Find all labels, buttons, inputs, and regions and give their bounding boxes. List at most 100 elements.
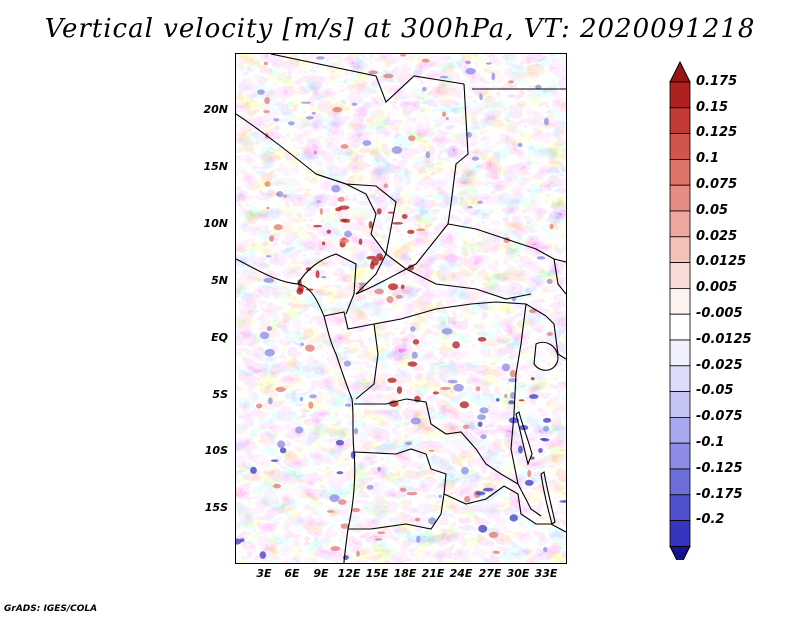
- border-nw: [236, 113, 387, 255]
- field-patch: [264, 348, 275, 357]
- field-patch: [250, 466, 257, 474]
- field-patch: [332, 106, 343, 113]
- field-patch: [480, 434, 487, 440]
- lat-label: 10N: [203, 217, 228, 230]
- lon-label: 3E: [256, 567, 272, 580]
- field-patch: [501, 363, 511, 372]
- lake-malawi: [540, 471, 556, 525]
- field-patch: [421, 86, 427, 92]
- field-patch: [464, 495, 471, 503]
- field-patch: [387, 211, 395, 214]
- field-patch: [405, 441, 413, 446]
- field-patch: [275, 386, 286, 393]
- field-patch: [351, 507, 361, 513]
- colorbar-label: 0.005: [696, 280, 738, 296]
- field-patch: [410, 326, 416, 332]
- field-patch: [305, 116, 314, 120]
- field-patch: [266, 326, 273, 331]
- colorbar-label: -0.005: [696, 306, 743, 321]
- field-patch: [270, 459, 279, 462]
- map-panel: [235, 53, 567, 564]
- field-patch: [492, 550, 500, 554]
- field-patch: [465, 67, 476, 75]
- colorbar-cell: [669, 339, 691, 367]
- colorbar-label: -0.2: [696, 512, 725, 528]
- field-patch: [265, 255, 272, 258]
- field-patches: [236, 54, 566, 561]
- field-patch: [467, 205, 473, 209]
- field-patch: [485, 62, 492, 65]
- border-drc-east: [510, 303, 542, 517]
- field-patch: [236, 538, 242, 545]
- field-patch: [396, 386, 403, 395]
- field-patch: [528, 308, 537, 314]
- field-patch: [530, 377, 535, 381]
- colorbar-cell: [669, 520, 691, 547]
- colorbar-cell: [669, 210, 691, 238]
- field-patch: [336, 471, 344, 475]
- field-patch: [441, 111, 447, 117]
- lake-victoria: [533, 341, 559, 371]
- colorbar-cell: [669, 416, 691, 444]
- field-patch: [495, 398, 500, 402]
- field-patch: [407, 229, 415, 235]
- field-patch: [283, 194, 287, 198]
- colorbar-cell: [669, 184, 691, 212]
- field-patch: [416, 228, 426, 232]
- field-patch: [330, 546, 341, 551]
- field-patch: [259, 551, 267, 559]
- lon-label: 9E: [313, 567, 329, 580]
- colorbar-label: 0.075: [696, 177, 738, 192]
- field-patch: [276, 191, 284, 198]
- lat-label: 20N: [203, 103, 228, 116]
- field-patch: [338, 499, 347, 505]
- colorbar-cell: [669, 159, 691, 186]
- field-patch: [407, 361, 418, 367]
- field-patch: [368, 70, 379, 75]
- colorbar-label: 0.1: [696, 151, 720, 167]
- lon-label: 21E: [421, 567, 445, 580]
- colorbar-bottom-arrow: [669, 545, 691, 560]
- field-patch: [411, 351, 418, 359]
- colorbar-label: -0.175: [696, 486, 743, 502]
- field-patch: [465, 60, 472, 65]
- field-patch: [279, 447, 287, 454]
- field-patch: [366, 255, 377, 260]
- field-patch: [518, 399, 525, 402]
- field-patch: [342, 218, 351, 223]
- field-patch: [476, 414, 486, 421]
- field-patch: [391, 146, 403, 154]
- colorbar-label: 0.15: [696, 99, 729, 115]
- field-patch: [377, 531, 386, 535]
- field-patch: [356, 550, 360, 557]
- colorbar-label: -0.125: [696, 460, 743, 476]
- field-patch: [345, 403, 352, 407]
- field-patch: [425, 151, 431, 159]
- colorbar-label: -0.075: [696, 409, 743, 425]
- field-patch: [462, 424, 470, 429]
- border-cameroon: [297, 253, 357, 315]
- vertical-velocity-field: [236, 54, 566, 563]
- border-north-2: [447, 83, 469, 225]
- field-patch: [239, 538, 245, 543]
- field-patch: [479, 407, 489, 414]
- field-patch: [340, 144, 349, 149]
- colorbar-cells: [669, 60, 691, 560]
- field-patch: [335, 207, 342, 212]
- field-patch: [508, 80, 514, 84]
- lon-label: 12E: [337, 567, 361, 580]
- field-patch: [542, 417, 552, 423]
- field-patch: [259, 331, 270, 340]
- field-patch: [331, 184, 341, 193]
- field-patch: [428, 517, 437, 525]
- field-patch: [421, 58, 430, 63]
- colorbar-label: 0.05: [696, 202, 729, 218]
- field-patch: [536, 256, 546, 260]
- field-patch: [295, 426, 304, 434]
- field-patch: [541, 438, 550, 442]
- field-patch: [543, 117, 549, 126]
- field-patch: [374, 288, 384, 295]
- field-patch: [549, 223, 554, 230]
- field-patch: [439, 75, 449, 79]
- lon-label: 18E: [393, 567, 417, 580]
